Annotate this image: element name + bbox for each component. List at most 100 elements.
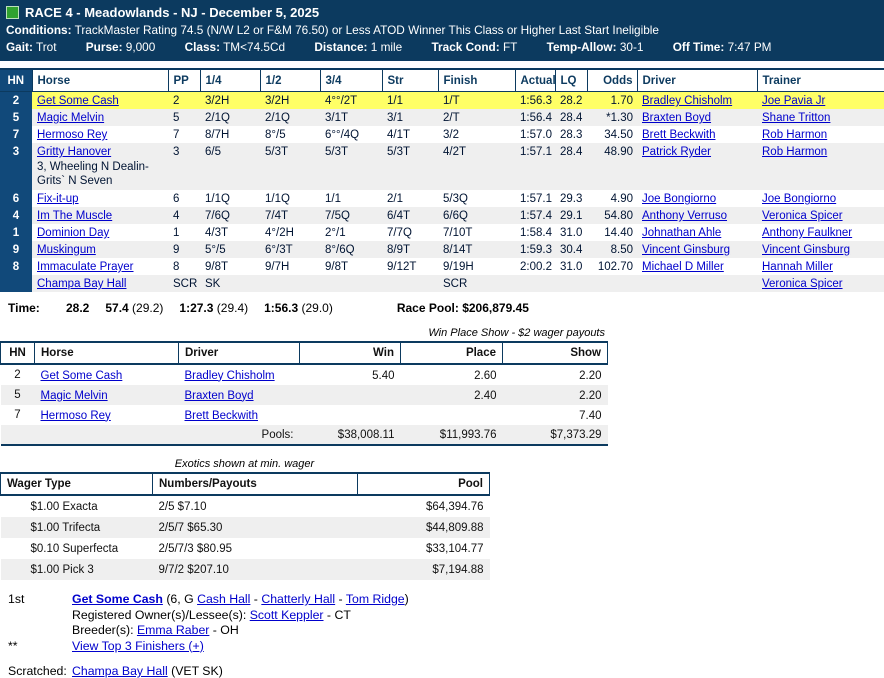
driver-link[interactable]: Braxten Boyd [184, 389, 254, 402]
header-lq: LQ [554, 68, 587, 92]
horse-link[interactable]: Im The Muscle [37, 210, 113, 222]
finish-cell: 6/6Q [438, 207, 515, 224]
horse-link[interactable]: Magic Melvin [40, 389, 108, 402]
half-cell: 1/1Q [265, 193, 290, 205]
breeder-link[interactable]: Emma Raber [136, 623, 210, 637]
wager-type: $1.00 Trifecta [0, 517, 153, 538]
lq-cell: 28.3 [560, 129, 583, 141]
header-three-quarter: 3/4 [319, 68, 382, 92]
wps-place: 2.60 [474, 369, 497, 382]
pp-cell: 7 [173, 129, 180, 141]
odds-cell: 14.40 [604, 227, 633, 239]
track-cond-value: FT [502, 40, 518, 54]
wps-header-driver: Driver [178, 341, 300, 365]
finish-cell: SCR [438, 275, 515, 292]
three-quarter-cell: 6°°/4Q [325, 129, 360, 141]
horse-link[interactable]: Get Some Cash [40, 369, 123, 382]
pp-cell: SCR [168, 275, 200, 292]
trainer-link[interactable]: Vincent Ginsburg [762, 244, 851, 256]
trainer-link[interactable]: Veronica Spicer [762, 210, 843, 222]
hn-cell [0, 275, 32, 292]
odds-cell: 4.90 [610, 193, 633, 205]
owner-link[interactable]: Scott Keppler [249, 607, 324, 622]
driver-link[interactable]: Brett Beckwith [184, 409, 259, 422]
driver-link[interactable]: Patrick Ryder [642, 146, 712, 158]
driver-link[interactable]: Brett Beckwith [642, 129, 716, 141]
wps-header-win: Win [299, 341, 401, 365]
quarter-cell: 9/8T [205, 261, 229, 273]
horse-link[interactable]: Muskingum [37, 244, 96, 256]
lq-cell: 31.0 [560, 227, 583, 239]
horse-link[interactable]: Hermoso Rey [37, 129, 108, 141]
exotics-header-wager: Wager Type [0, 472, 153, 496]
view-top3-link[interactable]: View Top 3 Finishers (+) [72, 638, 204, 653]
actual-cell [515, 275, 555, 292]
pool-win: $38,008.11 [299, 425, 401, 446]
wager-type: $0.10 Superfecta [30, 543, 119, 555]
breeder-label: Breeder(s): [72, 623, 134, 637]
trainer-link[interactable]: Joe Pavia Jr [762, 95, 826, 107]
scratched-horse-link[interactable]: Champa Bay Hall [72, 664, 168, 678]
exotics-caption: Exotics shown at min. wager [174, 458, 315, 470]
trainer-link[interactable]: Hannah Miller [762, 261, 833, 273]
driver-link[interactable]: Braxten Boyd [642, 112, 712, 124]
quarter-cell: 3/2H [200, 91, 260, 109]
trainer-link[interactable]: Joe Bongiorno [762, 193, 837, 205]
wager-type: $1.00 Exacta [30, 501, 98, 513]
pedigree-prefix: (6, G [166, 592, 194, 606]
three-quarter-cell: 7/5Q [320, 207, 382, 224]
damsire-link[interactable]: Tom Ridge [345, 592, 405, 606]
wps-win: 5.40 [372, 369, 395, 382]
owner-label: Registered Owner(s)/Lessee(s): [72, 607, 247, 622]
horse-link[interactable]: Magic Melvin [37, 112, 105, 124]
time-summary: Time: 28.2 57.4 (29.2) 1:27.3 (29.4) 1:56.3 … [8, 301, 529, 315]
time-final: 1:56.3 [264, 301, 299, 315]
exotics-section: Exotics shown at min. wager Wager Type N… [0, 458, 490, 580]
header-half: 1/2 [259, 68, 320, 92]
quarter-cell: SK [200, 275, 260, 292]
three-quarter-cell: 5/3T [320, 143, 382, 190]
exotics-table: Wager Type Numbers/Payouts Pool $1.00 Ex… [0, 472, 490, 580]
trainer-link[interactable]: Rob Harmon [762, 129, 828, 141]
exotics-row: $1.00 Pick 3 9/7/2 $207.10 $7,194.88 [0, 559, 490, 580]
odds-cell: 8.50 [587, 241, 637, 258]
quarter-cell: 6/5 [200, 143, 260, 190]
wps-row: 2 Get Some Cash Bradley Chisholm 5.40 2.… [1, 364, 608, 385]
half-cell [260, 275, 320, 292]
conditions-line: Conditions: TrackMaster Rating 74.5 (N/W… [6, 23, 876, 37]
winner-horse-link[interactable]: Get Some Cash [72, 592, 163, 606]
horse-link[interactable]: Fix-it-up [37, 193, 79, 205]
dam-link[interactable]: Chatterly Hall [261, 592, 336, 606]
pedigree-suffix: ) [404, 592, 409, 606]
trainer-link[interactable]: Veronica Spicer [762, 278, 843, 290]
horse-link[interactable]: Get Some Cash [37, 95, 119, 107]
half-cell: 6°/3T [260, 241, 320, 258]
table-row: 1 Dominion Day 1 4/3T 4°/2H 2°/1 7/7Q 7/… [0, 224, 884, 241]
time-half: 57.4 [105, 301, 129, 315]
trainer-link[interactable]: Anthony Faulkner [762, 227, 853, 239]
hn-cell: 3 [0, 143, 32, 190]
wager-numbers: 2/5/7 $65.30 [152, 517, 358, 538]
driver-link[interactable]: Johnathan Ahle [642, 227, 722, 239]
trainer-link[interactable]: Shane Tritton [762, 112, 831, 124]
stretch-cell: 5/3T [382, 143, 438, 190]
driver-link[interactable]: Anthony Verruso [642, 210, 728, 222]
exotics-row: $0.10 Superfecta 2/5/7/3 $80.95 $33,104.… [1, 538, 490, 559]
driver-link[interactable]: Joe Bongiorno [642, 193, 717, 205]
horse-link[interactable]: Champa Bay Hall [37, 278, 127, 290]
exotics-header-pool: Pool [357, 472, 490, 496]
wps-hn: 7 [14, 409, 21, 421]
sire-link[interactable]: Cash Hall [197, 592, 251, 606]
purse-label: Purse: [85, 40, 123, 54]
driver-link[interactable]: Bradley Chisholm [184, 369, 275, 382]
horse-link[interactable]: Dominion Day [37, 227, 110, 239]
horse-link[interactable]: Hermoso Rey [40, 409, 111, 422]
horse-link[interactable]: Gritty Hanover [37, 146, 112, 158]
driver-link[interactable]: Vincent Ginsburg [642, 244, 731, 256]
horse-link[interactable]: Immaculate Prayer [37, 261, 134, 273]
hn-cell: 4 [0, 207, 32, 224]
trainer-link[interactable]: Rob Harmon [762, 146, 828, 158]
driver-link[interactable]: Bradley Chisholm [642, 95, 733, 107]
driver-link[interactable]: Michael D Miller [642, 261, 724, 273]
finish-cell: 9/19H [443, 261, 474, 273]
